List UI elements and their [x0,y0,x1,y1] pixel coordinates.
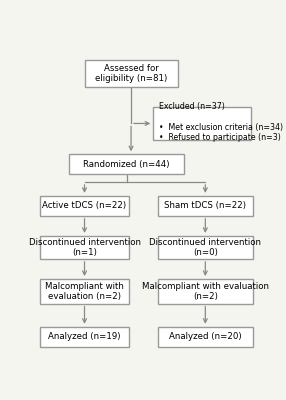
FancyBboxPatch shape [153,106,251,140]
Text: Analyzed (n=20): Analyzed (n=20) [169,332,242,341]
Text: Malcompliant with
evaluation (n=2): Malcompliant with evaluation (n=2) [45,282,124,301]
FancyBboxPatch shape [40,327,129,347]
FancyBboxPatch shape [158,236,253,259]
FancyBboxPatch shape [69,154,184,174]
Text: Excluded (n=37)

•  Met exclusion criteria (n=34)
•  Refused to participate (n=3: Excluded (n=37) • Met exclusion criteria… [159,102,283,142]
FancyBboxPatch shape [40,236,129,259]
Text: Randomized (n=44): Randomized (n=44) [84,160,170,169]
Text: Analyzed (n=19): Analyzed (n=19) [48,332,121,341]
FancyBboxPatch shape [158,327,253,347]
FancyBboxPatch shape [158,279,253,304]
Text: Malcompliant with evaluation
(n=2): Malcompliant with evaluation (n=2) [142,282,269,301]
Text: Discontinued intervention
(n=0): Discontinued intervention (n=0) [149,238,261,257]
Text: Active tDCS (n=22): Active tDCS (n=22) [42,201,127,210]
Text: Discontinued intervention
(n=1): Discontinued intervention (n=1) [29,238,140,257]
FancyBboxPatch shape [158,196,253,216]
Text: Assessed for
eligibility (n=81): Assessed for eligibility (n=81) [95,64,167,83]
FancyBboxPatch shape [85,60,178,86]
FancyBboxPatch shape [40,196,129,216]
Text: Sham tDCS (n=22): Sham tDCS (n=22) [164,201,246,210]
FancyBboxPatch shape [40,279,129,304]
